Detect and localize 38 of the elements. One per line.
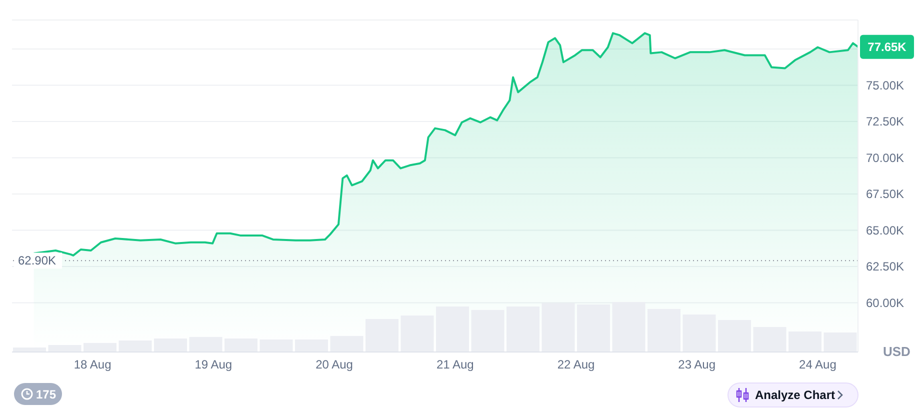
x-tick-label: 20 Aug — [316, 358, 353, 372]
bar — [154, 338, 187, 352]
bar — [753, 327, 786, 352]
y-tick-label: 75.00K — [866, 78, 904, 92]
bar — [436, 306, 469, 352]
bar — [189, 337, 222, 352]
ref-line-label: 62.90K — [18, 254, 56, 268]
bar — [788, 332, 822, 352]
bar — [224, 338, 258, 352]
x-tick-label: 19 Aug — [194, 358, 232, 372]
y-tick-label: 70.00K — [866, 150, 904, 165]
annotation: 77.65K — [868, 40, 907, 54]
y-tick-label: 60.00K — [866, 296, 904, 310]
x-tick-label: 23 Aug — [678, 358, 716, 372]
bar — [682, 314, 716, 352]
bar — [648, 309, 680, 352]
y-tick-label: 67.50K — [866, 187, 904, 202]
text: Analyze Chart — [755, 388, 836, 402]
y-axis-title: USD — [883, 344, 910, 359]
y-tick-label: 62.50K — [866, 260, 904, 274]
bar — [506, 306, 540, 352]
y-tick-label: 72.50K — [866, 114, 904, 129]
bar — [84, 343, 116, 352]
bar — [471, 310, 504, 352]
bar — [260, 340, 293, 352]
bar — [366, 319, 398, 352]
x-tick-label: 18 Aug — [74, 358, 112, 372]
bar — [48, 345, 82, 352]
y-tick-label: 65.00K — [866, 223, 904, 238]
x-tick-label: 22 Aug — [557, 358, 595, 372]
text: 175 — [36, 388, 56, 402]
bar — [295, 340, 328, 352]
x-tick-label: 21 Aug — [436, 358, 474, 372]
bar — [718, 320, 751, 352]
bar — [330, 336, 364, 352]
x-tick-label: 24 Aug — [799, 358, 836, 372]
bar — [400, 316, 434, 352]
bar — [118, 340, 152, 352]
